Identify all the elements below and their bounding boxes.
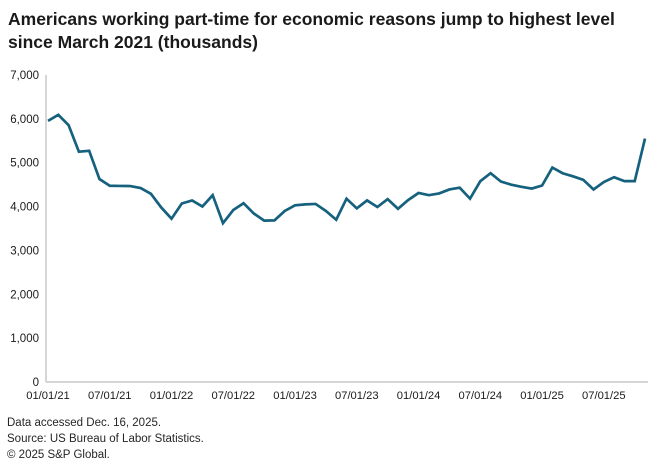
x-axis-label: 07/01/21 [88,390,132,402]
x-axis-label: 01/01/24 [397,390,441,402]
chart-title-line-2: since March 2021 (thousands) [8,32,258,52]
x-axis-label: 01/01/25 [520,390,564,402]
x-axis-label: 07/01/23 [335,390,379,402]
x-axis-label: 01/01/22 [150,390,194,402]
x-axis-label: 07/01/25 [582,390,626,402]
footnote-copyright: © 2025 S&P Global. [7,449,110,461]
data-line-series [47,113,647,226]
y-axis-label: 7,000 [10,70,39,82]
y-axis-label: 1,000 [10,333,39,345]
line-chart: 0 1,000 2,000 3,000 4,000 5,000 6,000 7,000 01/0… [10,70,648,402]
y-axis-label: 0 [33,377,39,389]
x-axis-label: 07/01/24 [459,390,503,402]
chart-title-line-1: Americans working part-time for economic… [8,9,615,29]
footnote-source: Source: US Bureau of Labor Statistics. [7,433,204,445]
y-axis-label: 2,000 [10,289,39,301]
y-axis-label: 6,000 [10,114,39,126]
x-axis-label: 07/01/22 [211,390,255,402]
footnotes: Data accessed Dec. 16, 2025. Source: US … [7,415,204,463]
y-axis-label: 3,000 [10,245,39,257]
y-axis-label: 5,000 [10,158,39,170]
y-axis-label: 4,000 [10,202,39,214]
footnote-accessed: Data accessed Dec. 16, 2025. [7,417,162,429]
chart-title: Americans working part-time for economic… [8,8,652,54]
x-axis-label: 01/01/23 [273,390,317,402]
x-axis-label: 01/01/21 [26,390,70,402]
